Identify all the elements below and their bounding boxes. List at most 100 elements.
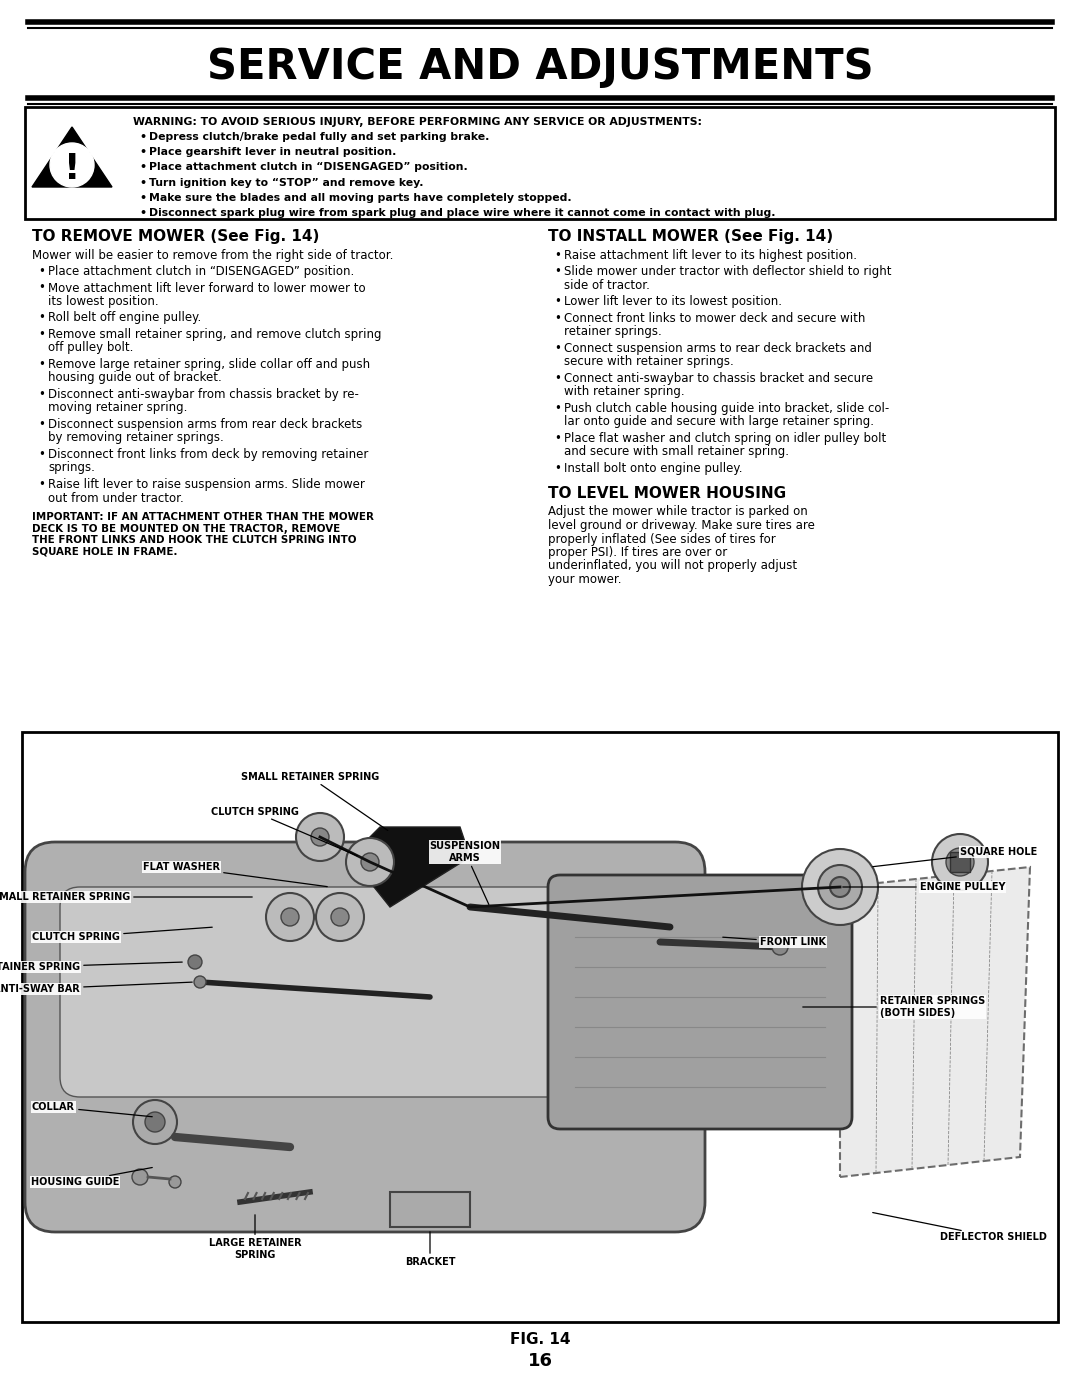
Circle shape (932, 834, 988, 890)
Text: Place attachment clutch in “DISENGAGED” position.: Place attachment clutch in “DISENGAGED” … (48, 265, 354, 278)
Text: SUSPENSION
ARMS: SUSPENSION ARMS (430, 841, 500, 904)
Text: •: • (38, 478, 45, 490)
Text: •: • (554, 296, 561, 309)
Bar (950, 852, 970, 872)
Text: Disconnect anti-swaybar from chassis bracket by re-: Disconnect anti-swaybar from chassis bra… (48, 388, 359, 401)
Circle shape (831, 877, 850, 897)
Polygon shape (32, 127, 112, 187)
Text: •: • (554, 249, 561, 263)
Text: 16: 16 (527, 1352, 553, 1370)
Text: Remove large retainer spring, slide collar off and push: Remove large retainer spring, slide coll… (48, 358, 370, 372)
Text: Raise attachment lift lever to its highest position.: Raise attachment lift lever to its highe… (564, 249, 858, 263)
Text: •: • (139, 208, 146, 218)
Text: properly inflated (See sides of tires for: properly inflated (See sides of tires fo… (548, 532, 775, 545)
Text: •: • (38, 418, 45, 432)
Text: COLLAR: COLLAR (32, 1102, 152, 1116)
Circle shape (296, 813, 345, 861)
Text: FIG. 14: FIG. 14 (510, 1331, 570, 1347)
Text: •: • (38, 358, 45, 372)
Text: WARNING: TO AVOID SERIOUS INJURY, BEFORE PERFORMING ANY SERVICE OR ADJUSTMENTS:: WARNING: TO AVOID SERIOUS INJURY, BEFORE… (133, 117, 702, 127)
Circle shape (311, 828, 329, 847)
Text: TO LEVEL MOWER HOUSING: TO LEVEL MOWER HOUSING (548, 486, 786, 502)
Text: •: • (38, 282, 45, 295)
Text: underinflated, you will not properly adjust: underinflated, you will not properly adj… (548, 560, 797, 573)
Text: RETAINER SPRING: RETAINER SPRING (0, 963, 183, 972)
Text: proper PSI). If tires are over or: proper PSI). If tires are over or (548, 546, 727, 559)
Text: out from under tractor.: out from under tractor. (48, 492, 184, 504)
FancyBboxPatch shape (25, 108, 1055, 219)
Text: Raise lift lever to raise suspension arms. Slide mower: Raise lift lever to raise suspension arm… (48, 478, 365, 490)
Text: •: • (139, 131, 146, 142)
Text: •: • (38, 265, 45, 278)
Text: •: • (38, 388, 45, 401)
Text: SMALL RETAINER SPRING: SMALL RETAINER SPRING (241, 773, 388, 830)
Text: BRACKET: BRACKET (405, 1232, 456, 1267)
Text: by removing retainer springs.: by removing retainer springs. (48, 432, 224, 444)
Text: secure with retainer springs.: secure with retainer springs. (564, 355, 733, 369)
Text: TO REMOVE MOWER (See Fig. 14): TO REMOVE MOWER (See Fig. 14) (32, 229, 320, 244)
Text: CLUTCH SPRING: CLUTCH SPRING (211, 807, 357, 856)
Text: springs.: springs. (48, 461, 95, 475)
Text: SQUARE HOLE: SQUARE HOLE (873, 847, 1037, 866)
Text: LARGE RETAINER
SPRING: LARGE RETAINER SPRING (208, 1215, 301, 1260)
Circle shape (946, 848, 974, 876)
Text: your mower.: your mower. (548, 573, 621, 585)
Text: •: • (139, 147, 146, 158)
Text: SMALL RETAINER SPRING: SMALL RETAINER SPRING (0, 893, 253, 902)
Text: FLAT WASHER: FLAT WASHER (143, 862, 327, 887)
Text: Connect suspension arms to rear deck brackets and: Connect suspension arms to rear deck bra… (564, 342, 872, 355)
Circle shape (50, 142, 94, 187)
Text: its lowest position.: its lowest position. (48, 295, 159, 307)
Text: retainer springs.: retainer springs. (564, 326, 662, 338)
Text: Make sure the blades and all moving parts have completely stopped.: Make sure the blades and all moving part… (149, 193, 571, 203)
Text: side of tractor.: side of tractor. (564, 279, 650, 292)
Text: SERVICE AND ADJUSTMENTS: SERVICE AND ADJUSTMENTS (206, 46, 874, 88)
Text: Disconnect spark plug wire from spark plug and place wire where it cannot come i: Disconnect spark plug wire from spark pl… (149, 208, 775, 218)
Text: off pulley bolt.: off pulley bolt. (48, 341, 133, 355)
Text: •: • (38, 448, 45, 461)
Text: •: • (139, 162, 146, 172)
Text: !: ! (64, 152, 80, 186)
Polygon shape (350, 827, 470, 907)
Polygon shape (840, 868, 1030, 1178)
FancyBboxPatch shape (60, 887, 660, 1097)
Circle shape (802, 849, 878, 925)
Bar (390, 1192, 470, 1227)
Text: ENGINE PULLEY: ENGINE PULLEY (842, 882, 1005, 893)
Text: •: • (554, 312, 561, 326)
Text: Place flat washer and clutch spring on idler pulley bolt: Place flat washer and clutch spring on i… (564, 432, 887, 446)
Text: CLUTCH SPRING: CLUTCH SPRING (32, 928, 213, 942)
Text: DEFLECTOR SHIELD: DEFLECTOR SHIELD (873, 1213, 1047, 1242)
Text: Place gearshift lever in neutral position.: Place gearshift lever in neutral positio… (149, 147, 396, 158)
Circle shape (818, 865, 862, 909)
Text: FRONT LINK: FRONT LINK (723, 937, 826, 947)
Text: level ground or driveway. Make sure tires are: level ground or driveway. Make sure tire… (548, 520, 815, 532)
Circle shape (168, 1176, 181, 1187)
Text: •: • (554, 342, 561, 355)
Text: •: • (554, 432, 561, 446)
Text: •: • (554, 402, 561, 415)
Circle shape (132, 1169, 148, 1185)
Circle shape (330, 908, 349, 926)
Text: Lower lift lever to its lowest position.: Lower lift lever to its lowest position. (564, 296, 782, 309)
Circle shape (133, 1099, 177, 1144)
Text: Place attachment clutch in “DISENGAGED” position.: Place attachment clutch in “DISENGAGED” … (149, 162, 468, 172)
Text: •: • (38, 312, 45, 324)
Text: moving retainer spring.: moving retainer spring. (48, 401, 187, 415)
Text: Disconnect front links from deck by removing retainer: Disconnect front links from deck by remo… (48, 448, 368, 461)
Circle shape (188, 956, 202, 970)
FancyBboxPatch shape (25, 842, 705, 1232)
Circle shape (316, 893, 364, 942)
Text: Disconnect suspension arms from rear deck brackets: Disconnect suspension arms from rear dec… (48, 418, 362, 432)
Text: with retainer spring.: with retainer spring. (564, 386, 685, 398)
Text: Connect front links to mower deck and secure with: Connect front links to mower deck and se… (564, 312, 865, 326)
FancyBboxPatch shape (548, 875, 852, 1129)
Text: •: • (139, 177, 146, 187)
Text: Remove small retainer spring, and remove clutch spring: Remove small retainer spring, and remove… (48, 328, 381, 341)
Text: Mower will be easier to remove from the right side of tractor.: Mower will be easier to remove from the … (32, 249, 393, 263)
Text: Push clutch cable housing guide into bracket, slide col-: Push clutch cable housing guide into bra… (564, 402, 889, 415)
Text: RETAINER SPRINGS
(BOTH SIDES): RETAINER SPRINGS (BOTH SIDES) (802, 996, 985, 1018)
Text: •: • (554, 372, 561, 386)
Circle shape (266, 893, 314, 942)
Text: Install bolt onto engine pulley.: Install bolt onto engine pulley. (564, 462, 743, 475)
